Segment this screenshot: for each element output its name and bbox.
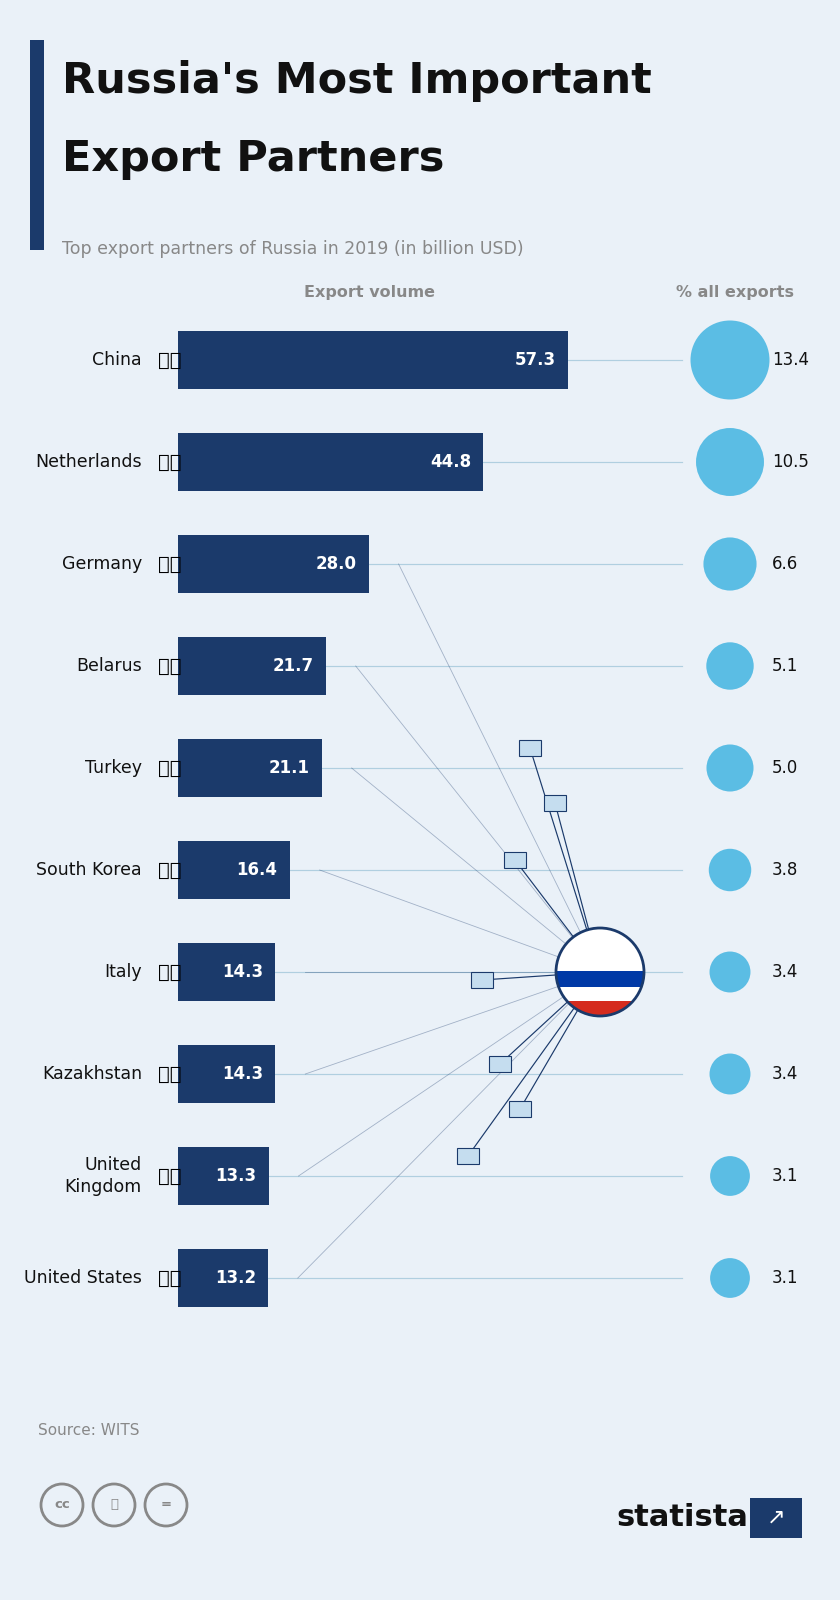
Text: Germany: Germany <box>62 555 142 573</box>
Text: 3.4: 3.4 <box>772 963 798 981</box>
Text: Top export partners of Russia in 2019 (in billion USD): Top export partners of Russia in 2019 (i… <box>62 240 523 258</box>
Text: 21.1: 21.1 <box>269 758 310 778</box>
FancyBboxPatch shape <box>504 851 526 867</box>
Text: Turkey: Turkey <box>85 758 142 778</box>
FancyBboxPatch shape <box>509 1101 531 1117</box>
Text: United States: United States <box>24 1269 142 1286</box>
Text: Export volume: Export volume <box>305 285 435 301</box>
Text: Kazakhstan: Kazakhstan <box>42 1066 142 1083</box>
Bar <box>178 1147 269 1205</box>
Text: 🇮🇹: 🇮🇹 <box>158 963 181 981</box>
Text: 28.0: 28.0 <box>316 555 356 573</box>
Text: China: China <box>92 350 142 370</box>
Circle shape <box>710 1258 750 1298</box>
Circle shape <box>709 848 751 891</box>
FancyBboxPatch shape <box>457 1149 479 1165</box>
Text: 3.8: 3.8 <box>772 861 798 878</box>
Text: 14.3: 14.3 <box>223 963 263 981</box>
Text: 13.4: 13.4 <box>772 350 809 370</box>
Text: 🇨🇳: 🇨🇳 <box>158 350 181 370</box>
Bar <box>555 971 645 987</box>
Bar <box>555 1002 645 1018</box>
Text: 🇰🇷: 🇰🇷 <box>158 861 181 880</box>
Text: 13.2: 13.2 <box>215 1269 256 1286</box>
Text: 10.5: 10.5 <box>772 453 809 470</box>
Circle shape <box>703 538 757 590</box>
Text: Export Partners: Export Partners <box>62 138 444 179</box>
Bar <box>178 1250 268 1307</box>
Text: 16.4: 16.4 <box>237 861 278 878</box>
Text: 🇩🇪: 🇩🇪 <box>158 555 181 573</box>
Text: ⓘ: ⓘ <box>110 1499 118 1512</box>
Text: United
Kingdom: United Kingdom <box>65 1157 142 1195</box>
Circle shape <box>710 1053 750 1094</box>
Text: 🇧🇾: 🇧🇾 <box>158 656 181 675</box>
Circle shape <box>690 320 769 400</box>
Bar <box>178 842 290 899</box>
FancyBboxPatch shape <box>750 1498 802 1538</box>
Text: ↗: ↗ <box>767 1507 785 1528</box>
Text: 44.8: 44.8 <box>430 453 471 470</box>
Bar <box>178 739 322 797</box>
FancyBboxPatch shape <box>471 971 493 987</box>
Text: statista: statista <box>616 1504 748 1533</box>
Bar <box>30 40 44 250</box>
Text: Italy: Italy <box>104 963 142 981</box>
Bar <box>178 942 276 1002</box>
Text: 🇺🇸: 🇺🇸 <box>158 1269 181 1288</box>
Text: Source: WITS: Source: WITS <box>38 1422 139 1438</box>
Bar <box>178 637 326 694</box>
Text: Belarus: Belarus <box>76 658 142 675</box>
Text: 14.3: 14.3 <box>223 1066 263 1083</box>
Text: 13.3: 13.3 <box>215 1166 256 1186</box>
Circle shape <box>706 642 753 690</box>
Text: 🇳🇱: 🇳🇱 <box>158 453 181 472</box>
FancyBboxPatch shape <box>519 739 541 757</box>
Bar <box>178 434 483 491</box>
Text: Russia's Most Important: Russia's Most Important <box>62 59 652 102</box>
FancyBboxPatch shape <box>489 1056 511 1072</box>
Circle shape <box>710 952 750 992</box>
Text: South Korea: South Korea <box>36 861 142 878</box>
Text: 3.1: 3.1 <box>772 1269 799 1286</box>
Text: 5.1: 5.1 <box>772 658 798 675</box>
Text: 5.0: 5.0 <box>772 758 798 778</box>
Text: 6.6: 6.6 <box>772 555 798 573</box>
Text: % all exports: % all exports <box>676 285 794 301</box>
Bar <box>178 1045 276 1102</box>
Text: 3.4: 3.4 <box>772 1066 798 1083</box>
Text: cc: cc <box>54 1499 70 1512</box>
Circle shape <box>556 928 644 1016</box>
Text: 🇹🇷: 🇹🇷 <box>158 758 181 778</box>
FancyBboxPatch shape <box>544 795 566 811</box>
Bar <box>178 331 568 389</box>
Text: 3.1: 3.1 <box>772 1166 799 1186</box>
Text: 🇬🇧: 🇬🇧 <box>158 1166 181 1186</box>
Text: Netherlands: Netherlands <box>35 453 142 470</box>
Text: 🇰🇿: 🇰🇿 <box>158 1064 181 1083</box>
Text: 57.3: 57.3 <box>515 350 556 370</box>
Circle shape <box>710 1157 750 1195</box>
Circle shape <box>706 744 753 792</box>
Text: 21.7: 21.7 <box>272 658 313 675</box>
Circle shape <box>696 429 764 496</box>
Bar <box>178 534 369 594</box>
Text: =: = <box>160 1499 171 1512</box>
